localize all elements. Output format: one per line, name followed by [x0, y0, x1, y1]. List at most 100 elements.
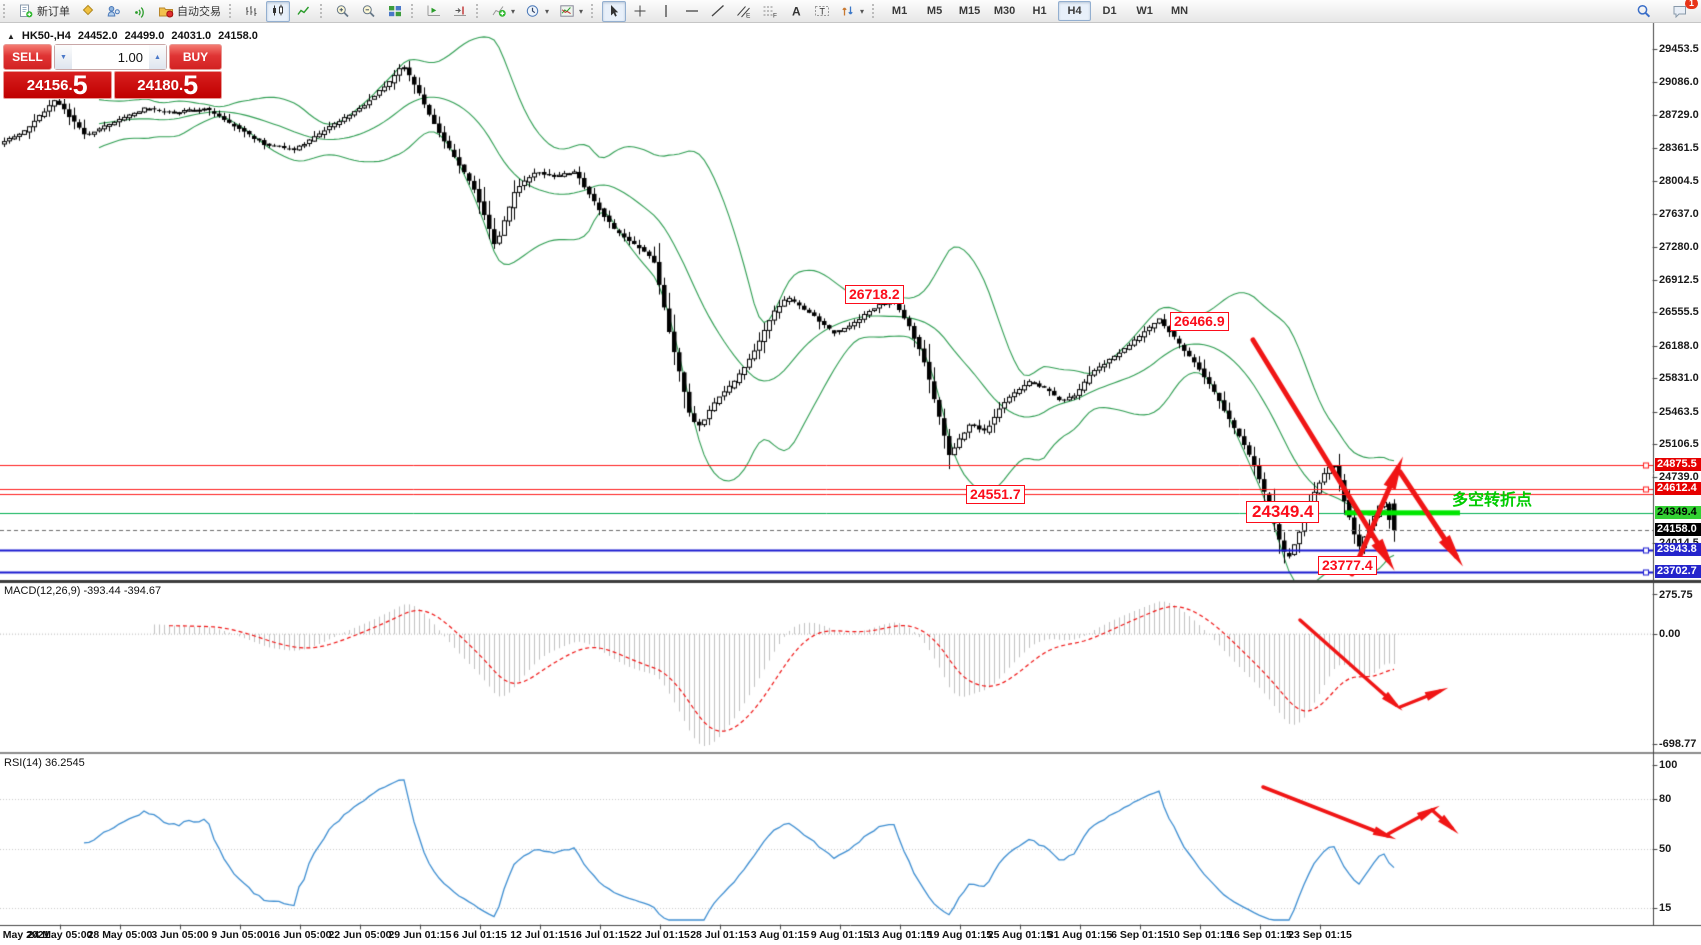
- dropdown-caret-icon: ▾: [545, 6, 550, 16]
- turning-point-annotation[interactable]: 多空转折点: [1452, 492, 1533, 509]
- rsi-scale-label: 50: [1659, 843, 1672, 856]
- toolbar-group: [239, 0, 317, 22]
- toolbar-grip: [591, 4, 597, 18]
- sell-button[interactable]: SELL: [3, 44, 52, 70]
- sell-price-main: 24156.: [26, 77, 73, 94]
- vertical-line-button[interactable]: [654, 1, 678, 22]
- new-order-button[interactable]: 新订单: [14, 1, 74, 22]
- date-axis-label: 22 Jul 01:15: [630, 929, 690, 941]
- toolbar-grip: [3, 4, 9, 18]
- macd-scale-label: -698.77: [1659, 738, 1697, 750]
- timeframe-mn-button[interactable]: MN: [1171, 5, 1189, 17]
- main-toolbar: 新订单 自动交易 ▾ ▾ ▾ E F A T ▾ M1 M5 M15 M30 H1 H4 D1 W1 MN 1: [0, 0, 1701, 23]
- date-axis-label: 3 Aug 01:15: [750, 929, 810, 941]
- date-axis-label: 12 Jul 01:15: [510, 929, 570, 941]
- timeframe-m5-button[interactable]: M5: [926, 5, 943, 17]
- price-axis-badge: 24612.4: [1655, 481, 1701, 495]
- price-annotation-label[interactable]: 24349.4: [1246, 501, 1320, 523]
- date-axis-label: 23 Sep 01:15: [1288, 929, 1352, 941]
- chart-shift-button[interactable]: [448, 1, 472, 22]
- rsi-scale-label: 15: [1659, 902, 1672, 915]
- bar-chart-button[interactable]: [240, 1, 264, 22]
- price-axis-badge: 24158.0: [1655, 523, 1701, 537]
- auto-trading-button[interactable]: 自动交易: [154, 1, 225, 22]
- date-axis-label: 28 May 05:00: [87, 929, 153, 941]
- price-annotation-label[interactable]: 26466.9: [1170, 312, 1229, 331]
- chart-open: 24452.0: [77, 30, 118, 42]
- arrows-button[interactable]: ▾: [836, 1, 868, 22]
- chart-close: 24158.0: [218, 30, 258, 42]
- date-axis-label: 29 Jun 01:15: [388, 929, 452, 941]
- volume-increase-button[interactable]: ▲: [149, 45, 166, 69]
- fibonacci-button[interactable]: F: [758, 1, 782, 22]
- price-annotation-label[interactable]: 24551.7: [966, 485, 1025, 504]
- price-axis-badge: 23943.8: [1655, 542, 1701, 556]
- date-axis-label: 6 Sep 01:15: [1111, 929, 1169, 941]
- price-axis-tick: 25463.5: [1659, 405, 1699, 418]
- timeframe-d1-button[interactable]: D1: [1102, 5, 1117, 17]
- volume-decrease-button[interactable]: ▼: [55, 45, 72, 69]
- buy-price-display[interactable]: 24180. 5: [113, 71, 222, 99]
- search-button[interactable]: [1632, 1, 1656, 22]
- chart-high: 24499.0: [124, 30, 165, 42]
- timeframe-h1-button[interactable]: H1: [1032, 5, 1047, 17]
- price-annotation-label[interactable]: 26718.2: [845, 285, 904, 304]
- timeframe-m15-button[interactable]: M15: [958, 5, 981, 17]
- toolbar-group: [330, 0, 408, 22]
- timeframe-h4-button[interactable]: H4: [1058, 1, 1092, 21]
- market-watch-button[interactable]: [76, 1, 100, 22]
- buy-button[interactable]: BUY: [169, 44, 222, 70]
- templates-button[interactable]: ▾: [555, 1, 587, 22]
- toolbar-group: E F A T ▾: [601, 0, 869, 22]
- price-axis-tick: 28361.5: [1659, 142, 1699, 155]
- svg-text:F: F: [773, 13, 777, 19]
- date-axis-label: 9 Aug 01:15: [810, 929, 870, 941]
- notification-badge: 1: [1684, 0, 1698, 9]
- volume-input[interactable]: 1.00: [117, 49, 143, 65]
- date-axis-label: 16 Sep 01:15: [1228, 929, 1292, 941]
- price-axis-badge: 24875.5: [1655, 458, 1701, 472]
- collapse-trade-panel-icon[interactable]: ▲: [7, 31, 15, 41]
- price-axis-tick: 29086.0: [1659, 76, 1699, 89]
- timeframe-group: M1 M5 M15 M30 H1 H4 D1 W1 MN: [882, 0, 1197, 22]
- date-axis-label: 3 Jun 05:00: [151, 929, 209, 941]
- rsi-scale-label: 100: [1659, 759, 1678, 771]
- navigator-button[interactable]: [102, 1, 126, 22]
- price-axis-badge: 24349.4: [1655, 505, 1701, 519]
- zoom-in-button[interactable]: [331, 1, 355, 22]
- zoom-out-button[interactable]: [357, 1, 381, 22]
- timeframe-m1-button[interactable]: M1: [891, 5, 908, 17]
- timeframe-w1-button[interactable]: W1: [1136, 5, 1153, 17]
- date-axis-label: 16 Jun 05:00: [268, 929, 332, 941]
- timeframe-m30-button[interactable]: M30: [993, 5, 1016, 17]
- text-button[interactable]: A: [784, 1, 808, 22]
- rsi-indicator-label: RSI(14) 36.2545: [4, 757, 85, 769]
- price-axis-tick: 28729.0: [1659, 108, 1699, 121]
- trendline-button[interactable]: [706, 1, 730, 22]
- indicators-button[interactable]: ▾: [487, 1, 519, 22]
- candlestick-chart-button[interactable]: [266, 0, 290, 22]
- dropdown-caret-icon: ▾: [579, 6, 584, 16]
- buy-price-pips: 5: [183, 71, 199, 99]
- channel-button[interactable]: E: [732, 1, 756, 22]
- cursor-button[interactable]: [602, 0, 627, 22]
- price-annotation-label[interactable]: 23777.4: [1318, 556, 1377, 575]
- crosshair-button[interactable]: [628, 1, 652, 22]
- date-axis-label: 6 Jul 01:15: [453, 929, 507, 941]
- text-label-button[interactable]: T: [810, 1, 834, 22]
- date-axis-label: 7 May 2021: [0, 929, 50, 941]
- chart-title: ▲ HK50-,H4 24452.0 24499.0 24031.0 24158…: [7, 30, 258, 42]
- auto-scroll-button[interactable]: [422, 1, 446, 22]
- toolbar-group: [421, 0, 473, 22]
- tile-windows-button[interactable]: [383, 1, 407, 22]
- one-click-trading-panel: SELL ▼ 1.00 ▲ BUY 24156. 5 24180. 5: [3, 44, 222, 99]
- periods-button[interactable]: ▾: [521, 1, 553, 22]
- notifications-button[interactable]: 1: [1668, 0, 1698, 22]
- horizontal-line-button[interactable]: [680, 1, 704, 22]
- line-chart-button[interactable]: [292, 1, 316, 22]
- rsi-scale-label: 80: [1659, 792, 1672, 805]
- signals-button[interactable]: [128, 1, 152, 22]
- price-axis-tick: 26188.0: [1659, 339, 1699, 352]
- sell-price-display[interactable]: 24156. 5: [3, 71, 112, 99]
